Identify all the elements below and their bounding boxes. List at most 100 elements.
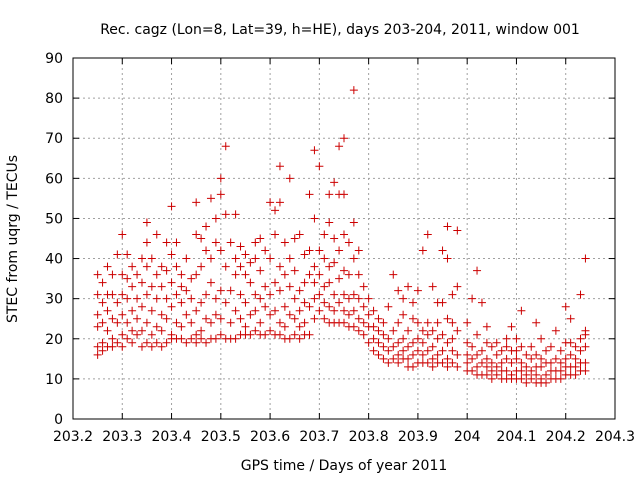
data-point: [320, 230, 329, 239]
data-point: [468, 366, 477, 375]
data-point: [206, 254, 215, 263]
data-point: [423, 358, 432, 367]
data-point: [197, 298, 206, 307]
x-axis-label: GPS time / Days of year 2011: [241, 458, 448, 474]
data-point: [290, 234, 299, 243]
data-point: [275, 262, 284, 271]
data-point: [162, 338, 171, 347]
data-point: [473, 362, 482, 371]
data-point: [423, 346, 432, 355]
data-point: [305, 246, 314, 255]
data-point: [497, 358, 506, 367]
data-point: [290, 294, 299, 303]
data-point: [335, 298, 344, 307]
data-point: [404, 326, 413, 335]
data-point: [384, 346, 393, 355]
data-point: [492, 338, 501, 347]
data-point: [128, 338, 137, 347]
data-point: [202, 314, 211, 323]
data-point: [231, 334, 240, 343]
data-point: [340, 306, 348, 315]
data-point: [374, 338, 383, 347]
data-point: [537, 354, 546, 363]
data-point: [473, 266, 482, 275]
data-point: [492, 362, 501, 371]
data-point: [340, 290, 348, 299]
data-point: [477, 358, 486, 367]
data-point: [167, 250, 176, 259]
data-point: [187, 334, 196, 343]
data-point: [93, 310, 102, 319]
data-point: [241, 298, 250, 307]
data-point: [275, 198, 284, 207]
data-point: [113, 250, 122, 259]
data-point: [537, 334, 546, 343]
data-point: [152, 338, 161, 347]
data-point: [211, 334, 220, 343]
data-point: [192, 198, 201, 207]
axes: 203.2 203.3 203.4 203.5 203.6 203.7 203.8 203.9…: [45, 51, 635, 445]
y-tick-label: 30: [45, 292, 63, 308]
data-point: [438, 298, 447, 307]
data-point: [197, 326, 206, 335]
data-point: [399, 294, 408, 303]
data-point: [315, 162, 324, 171]
data-point: [448, 346, 457, 355]
data-point: [482, 354, 491, 363]
data-point: [261, 282, 270, 291]
data-point: [581, 342, 590, 351]
data-point: [310, 146, 319, 155]
data-point: [537, 374, 546, 383]
data-point: [379, 354, 388, 363]
data-point: [384, 334, 393, 343]
data-point: [187, 274, 196, 283]
data-point: [349, 306, 358, 315]
data-point: [413, 346, 422, 355]
data-point: [517, 358, 526, 367]
data-point: [182, 254, 191, 263]
data-point: [182, 338, 191, 347]
data-point: [157, 326, 166, 335]
data-point: [162, 238, 171, 247]
data-point: [137, 342, 146, 351]
data-point: [453, 226, 462, 235]
data-point: [128, 306, 137, 315]
data-point: [137, 326, 146, 335]
data-point: [187, 318, 196, 327]
data-point: [344, 294, 353, 303]
data-point: [133, 294, 142, 303]
data-point: [305, 302, 314, 311]
data-point: [305, 190, 314, 199]
data-point: [408, 350, 417, 359]
data-point: [517, 306, 526, 315]
data-point: [157, 282, 166, 291]
data-point: [182, 286, 191, 295]
data-point: [162, 314, 171, 323]
data-point: [315, 306, 324, 315]
data-point: [532, 318, 541, 327]
data-point: [364, 310, 373, 319]
data-point: [320, 282, 329, 291]
data-point: [216, 174, 225, 183]
data-point: [147, 342, 156, 351]
data-point: [477, 346, 486, 355]
data-point: [300, 318, 309, 327]
data-point: [542, 378, 551, 387]
data-point: [433, 350, 442, 359]
data-point: [93, 350, 102, 359]
data-point: [325, 262, 334, 271]
data-point: [206, 278, 215, 287]
data-point: [487, 374, 496, 383]
y-axis-label: STEC from uqrg / TECUs: [5, 155, 21, 323]
data-point: [256, 318, 265, 327]
data-point: [216, 330, 225, 339]
data-point: [448, 358, 457, 367]
data-point: [413, 334, 422, 343]
data-point: [157, 262, 166, 271]
data-point: [320, 314, 329, 323]
data-point: [349, 218, 358, 227]
data-point: [137, 278, 146, 287]
data-point: [571, 370, 580, 379]
data-point: [98, 346, 107, 355]
data-point: [305, 330, 314, 339]
